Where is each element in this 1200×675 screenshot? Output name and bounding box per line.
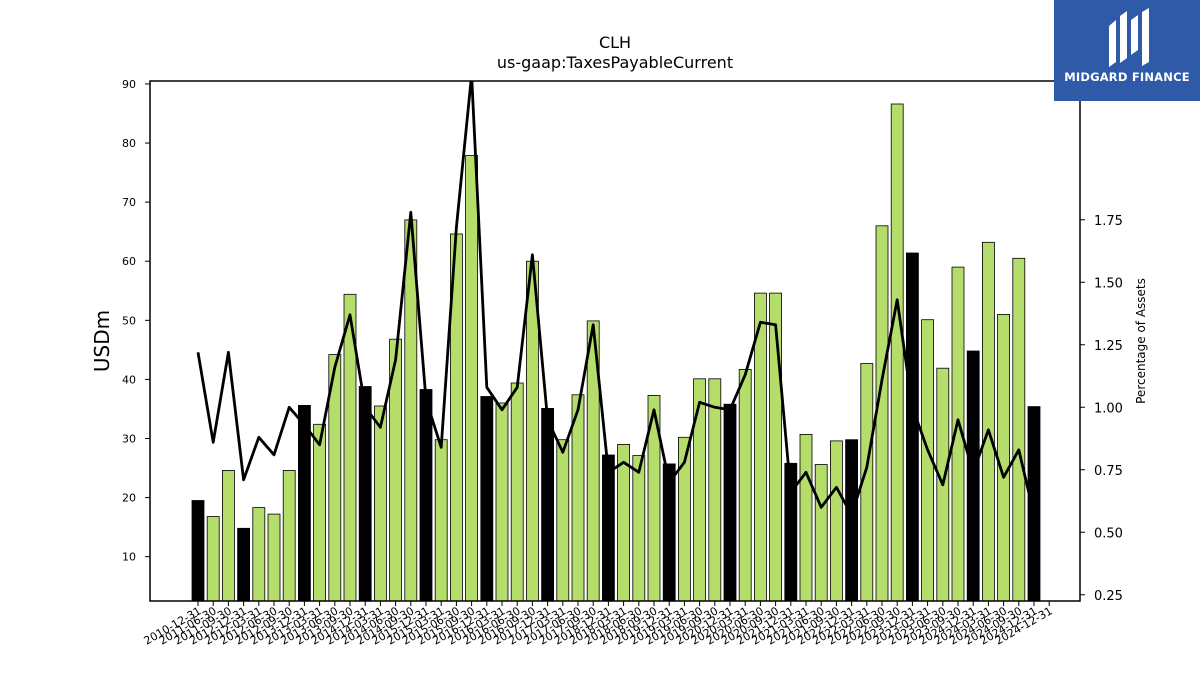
bar-quarter	[556, 439, 570, 602]
bars-group	[191, 103, 1041, 602]
y2-tick-label: 1.00	[1094, 401, 1123, 416]
bar-annual	[1027, 406, 1041, 602]
y-tick-label: 90	[122, 78, 136, 91]
bar-annual	[845, 439, 858, 602]
line-group	[196, 81, 1036, 517]
y-tick-label: 80	[122, 137, 136, 150]
y2-tick-label: 0.75	[1094, 464, 1123, 479]
bar-quarter	[221, 469, 235, 602]
bar-quarter	[1012, 257, 1026, 602]
y-axis-label: USDm	[90, 310, 114, 372]
bar-annual	[480, 396, 494, 602]
bar-quarter	[890, 103, 904, 602]
bar-quarter	[373, 405, 387, 602]
bar-quarter	[632, 455, 646, 602]
bar-quarter	[206, 516, 220, 602]
chart-subtitle: us-gaap:TaxesPayableCurrent	[497, 53, 733, 72]
y2-tick-label: 1.75	[1094, 214, 1123, 229]
bar-quarter	[571, 394, 585, 602]
bar-quarter	[814, 464, 828, 602]
y2-tick-label: 1.50	[1094, 276, 1123, 291]
y-tick-label: 30	[122, 433, 136, 446]
bar-quarter	[495, 402, 509, 602]
bar-quarter	[693, 378, 706, 602]
bar-quarter	[313, 423, 327, 602]
bar-annual	[419, 389, 433, 602]
y-tick-label: 50	[122, 314, 136, 327]
bar-quarter	[434, 439, 448, 602]
bar-annual	[358, 386, 372, 602]
bar-quarter	[830, 440, 843, 602]
brand-logo: MIDGARD FINANCE	[1054, 0, 1200, 101]
bar-quarter	[252, 507, 266, 602]
bar-quarter	[875, 225, 889, 602]
logo-text: MIDGARD FINANCE	[1064, 70, 1190, 84]
bar-quarter	[982, 241, 995, 602]
plot-frame	[149, 80, 1081, 602]
bar-annual	[966, 350, 980, 602]
bar-quarter	[267, 513, 281, 602]
y-tick-label: 40	[122, 373, 136, 386]
y2-tick-label: 0.25	[1094, 589, 1123, 604]
y-tick-label: 60	[122, 255, 136, 268]
bar-quarter	[282, 469, 296, 602]
bar-annual	[237, 527, 251, 602]
y-tick-label: 20	[122, 492, 136, 505]
line-series-percentage	[196, 81, 1036, 517]
chart-title: CLH	[599, 33, 631, 52]
y2-tick-label: 1.25	[1094, 339, 1123, 354]
bar-quarter	[465, 155, 479, 602]
bar-annual	[541, 407, 554, 602]
bar-annual	[662, 463, 676, 602]
y2-axis-label: Percentage of Assets	[1134, 278, 1148, 404]
bar-annual	[723, 403, 737, 602]
axes-group: 10 20 30 40 50 60 70 80 90 0.25 0.50 0.75 1.00 1.25 1.…	[122, 78, 1123, 648]
bar-quarter	[997, 313, 1010, 602]
logo-icon	[1109, 8, 1149, 67]
bar-quarter	[708, 378, 722, 602]
bar-quarter	[617, 443, 630, 602]
y-tick-label: 70	[122, 196, 136, 209]
bar-quarter	[799, 433, 813, 602]
bar-annual	[906, 252, 919, 602]
y-tick-label: 10	[122, 551, 136, 564]
bar-quarter	[738, 368, 752, 602]
y2-tick-label: 0.50	[1094, 526, 1123, 541]
bar-annual	[297, 404, 311, 602]
bar-annual	[602, 454, 615, 602]
bar-quarter	[510, 382, 524, 602]
bar-annual	[191, 500, 205, 602]
